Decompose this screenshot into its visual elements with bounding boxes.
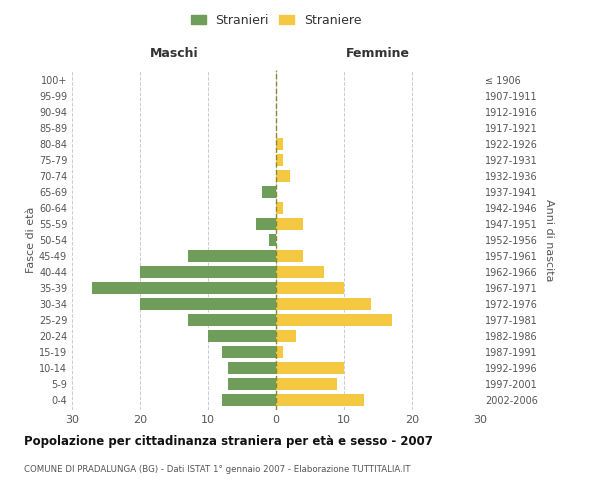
Bar	[276, 218, 303, 230]
Text: Femmine: Femmine	[346, 48, 410, 60]
Bar	[188, 314, 276, 326]
Bar	[256, 218, 276, 230]
Bar	[188, 250, 276, 262]
Bar	[276, 266, 323, 278]
Bar	[208, 330, 276, 342]
Bar	[276, 394, 364, 406]
Legend: Stranieri, Straniere: Stranieri, Straniere	[188, 11, 364, 29]
Bar	[269, 234, 276, 246]
Bar	[221, 346, 276, 358]
Bar	[92, 282, 276, 294]
Bar	[276, 378, 337, 390]
Bar	[276, 250, 303, 262]
Bar	[276, 138, 283, 150]
Bar	[229, 378, 276, 390]
Bar	[140, 298, 276, 310]
Bar	[262, 186, 276, 198]
Text: COMUNE DI PRADALUNGA (BG) - Dati ISTAT 1° gennaio 2007 - Elaborazione TUTTITALIA: COMUNE DI PRADALUNGA (BG) - Dati ISTAT 1…	[24, 465, 410, 474]
Bar	[276, 330, 296, 342]
Y-axis label: Anni di nascita: Anni di nascita	[544, 198, 554, 281]
Y-axis label: Fasce di età: Fasce di età	[26, 207, 36, 273]
Bar	[276, 298, 371, 310]
Text: Popolazione per cittadinanza straniera per età e sesso - 2007: Popolazione per cittadinanza straniera p…	[24, 435, 433, 448]
Bar	[276, 170, 290, 182]
Bar	[221, 394, 276, 406]
Bar	[140, 266, 276, 278]
Text: Maschi: Maschi	[149, 48, 199, 60]
Bar	[276, 202, 283, 214]
Bar	[229, 362, 276, 374]
Bar	[276, 154, 283, 166]
Bar	[276, 362, 344, 374]
Bar	[276, 346, 283, 358]
Bar	[276, 314, 392, 326]
Bar	[276, 282, 344, 294]
